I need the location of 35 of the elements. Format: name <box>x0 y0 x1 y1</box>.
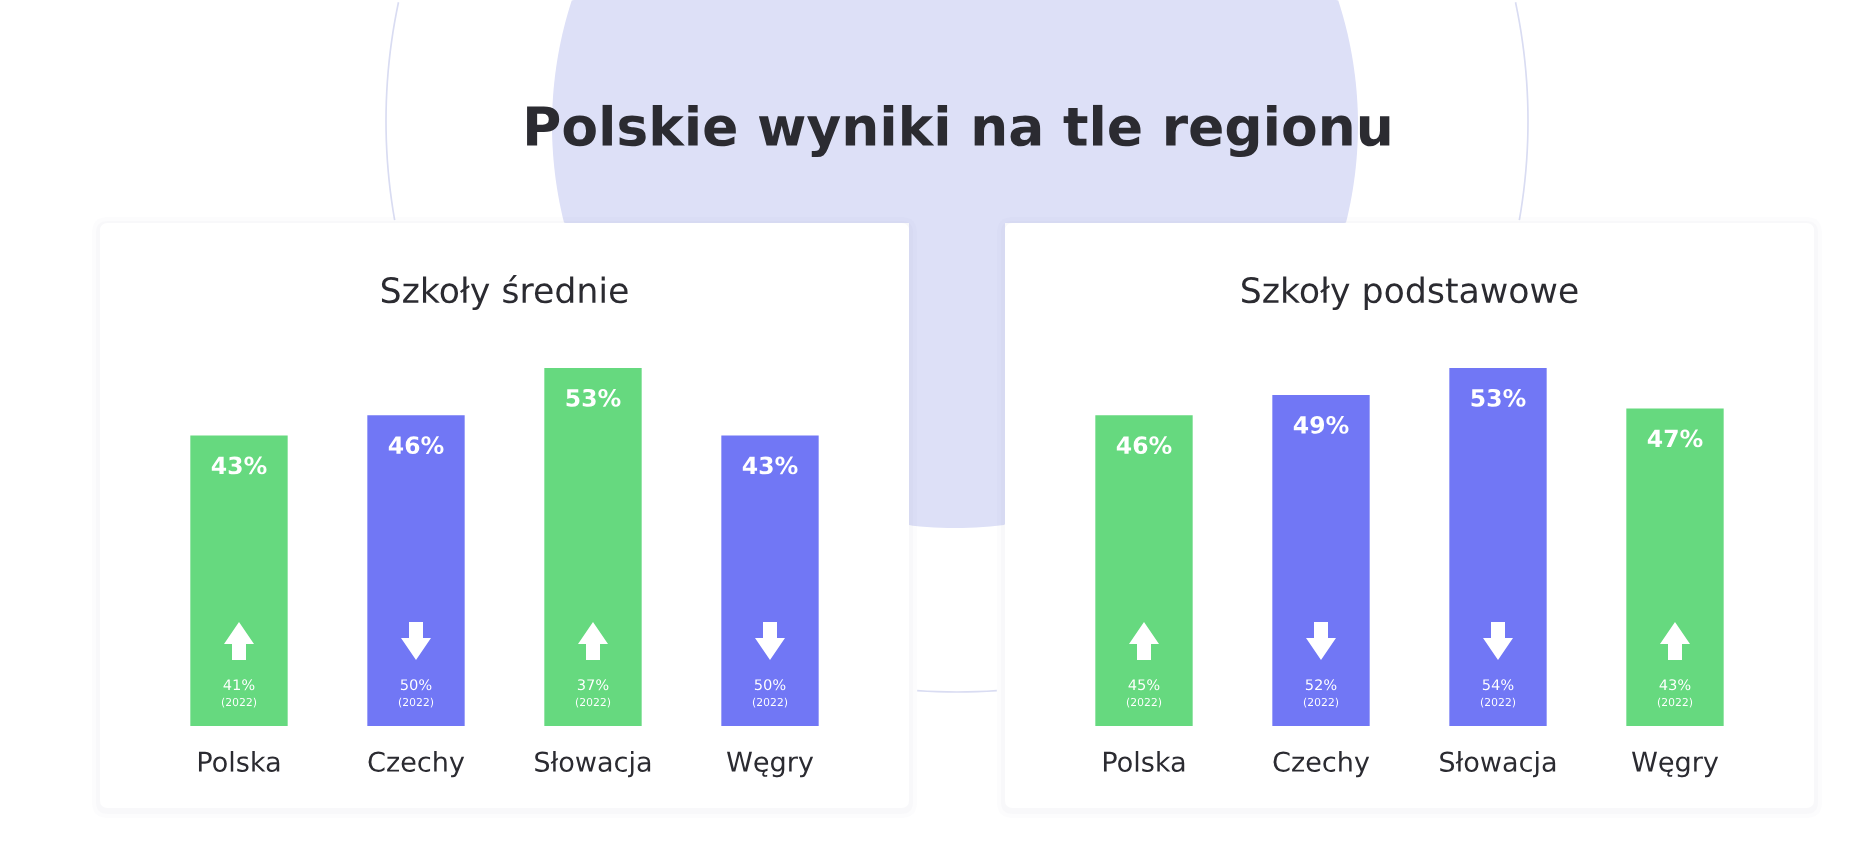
annotation: 54% <box>1482 679 1514 691</box>
annotation: (2022) <box>752 697 788 708</box>
data-label: 43% <box>211 456 267 475</box>
annotation: (2022) <box>398 697 434 708</box>
annotation: 45% <box>1128 679 1160 691</box>
annotation: (2022) <box>1657 697 1693 708</box>
annotation: 41% <box>223 679 255 691</box>
data-label: 43% <box>742 456 798 475</box>
x-tick-label: Czechy <box>1273 751 1370 778</box>
annotation: 43% <box>1659 679 1691 691</box>
x-tick-label: Węgry <box>727 751 814 778</box>
data-label: 47% <box>1647 429 1703 448</box>
data-label: 46% <box>1116 436 1172 455</box>
annotation: (2022) <box>1303 697 1339 708</box>
data-label: 49% <box>1293 415 1349 434</box>
annotation: 50% <box>754 679 786 691</box>
x-tick-label: Słowacja <box>535 751 651 778</box>
x-tick-label: Czechy <box>368 751 465 778</box>
x-tick-label: Polska <box>1103 751 1185 772</box>
annotation: 37% <box>577 679 609 691</box>
annotation: (2022) <box>1480 697 1516 708</box>
annotation: 52% <box>1305 679 1337 691</box>
annotation: (2022) <box>221 697 257 708</box>
data-label: 53% <box>1471 388 1526 407</box>
x-tick-label: Polska <box>198 751 280 772</box>
x-tick-label: Słowacja <box>1440 751 1556 778</box>
annotation: (2022) <box>575 697 611 708</box>
annotation: 50% <box>400 679 432 691</box>
annotation: (2022) <box>1126 697 1162 708</box>
data-label: 53% <box>566 388 621 407</box>
chart-subtitle: Szkoły średnie <box>381 275 628 311</box>
data-label: 46% <box>388 436 444 455</box>
x-tick-label: Węgry <box>1632 751 1719 778</box>
chart-title: Polskie wyniki na tle regionu <box>527 104 1390 158</box>
chart-subtitle: Szkoły podstawowe <box>1242 276 1578 311</box>
